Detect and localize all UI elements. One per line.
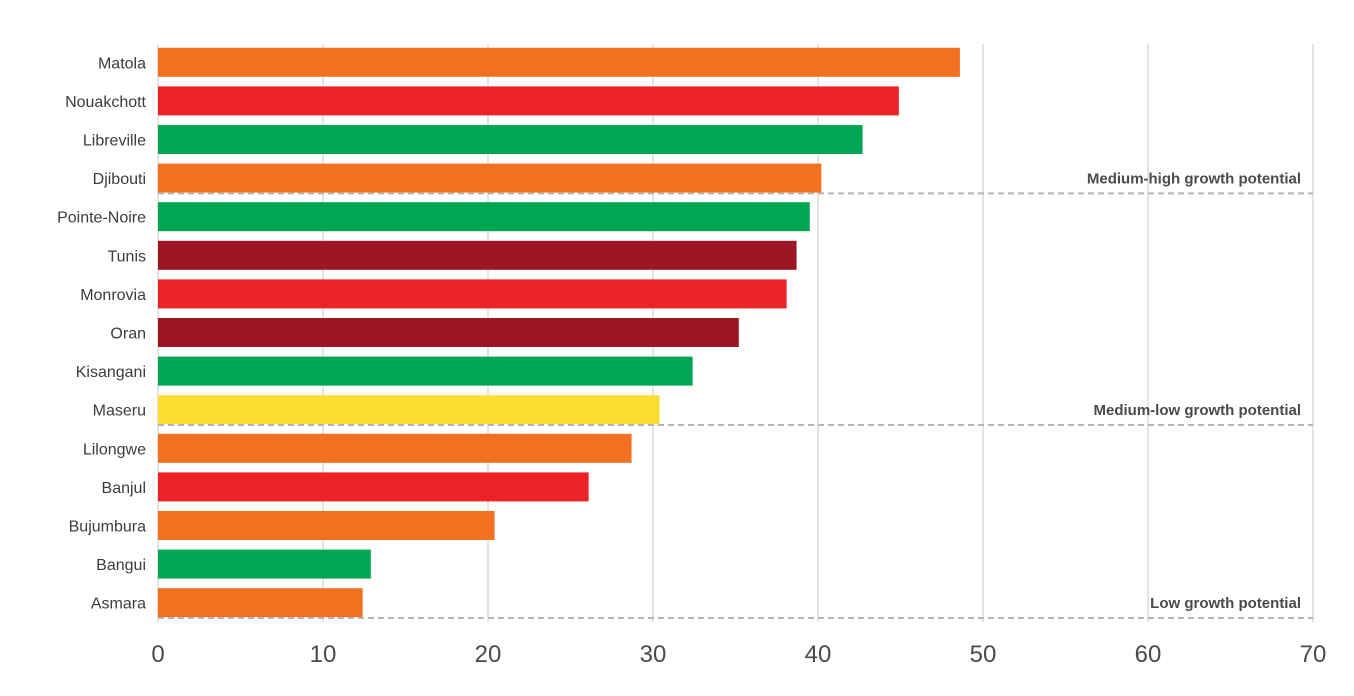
bars-layer [158, 47, 960, 618]
category-label-bujumbura: Bujumbura [69, 519, 146, 536]
bar-pointe-noire [158, 202, 810, 232]
band-label-0: Medium-high growth potential [1087, 170, 1301, 187]
bar-bujumbura [158, 511, 495, 540]
category-label-djibouti: Djibouti [93, 171, 146, 188]
bar-asmara [158, 588, 363, 618]
category-label-monrovia: Monrovia [80, 287, 146, 304]
bar-kisangani [158, 356, 693, 386]
bar-nouakchott [158, 86, 899, 116]
bar-monrovia [158, 279, 787, 309]
category-label-oran: Oran [110, 326, 146, 343]
x-axis-tick-labels: 0 10 20 30 40 50 60 70 [151, 641, 1326, 668]
category-label-maseru: Maseru [93, 403, 146, 420]
band-label-1: Medium-low growth potential [1094, 402, 1301, 419]
category-label-libreville: Libreville [83, 133, 146, 150]
bar-maseru [158, 395, 660, 425]
category-label-lilongwe: Lilongwe [83, 441, 146, 458]
category-label-tunis: Tunis [107, 248, 146, 265]
bands-layer: Medium-high growth potential Medium-low g… [158, 170, 1313, 619]
x-tick-label-60: 60 [1135, 641, 1162, 668]
x-tick-label-40: 40 [805, 641, 832, 668]
bar-tunis [158, 240, 797, 270]
x-tick-label-70: 70 [1300, 641, 1327, 668]
x-tick-label-30: 30 [640, 641, 667, 668]
bar-banjul [158, 472, 589, 502]
x-tick-label-10: 10 [310, 641, 337, 668]
category-label-asmara: Asmara [91, 596, 146, 613]
bar-bangui [158, 549, 371, 579]
x-tick-label-20: 20 [475, 641, 502, 668]
bar-lilongwe [158, 433, 632, 463]
bar-matola [158, 47, 960, 77]
category-label-banjul: Banjul [102, 480, 146, 497]
band-label-2: Low growth potential [1150, 595, 1301, 612]
category-label-nouakchott: Nouakchott [65, 94, 146, 111]
x-tick-label-50: 50 [970, 641, 997, 668]
category-label-matola: Matola [98, 55, 146, 72]
bar-djibouti [158, 163, 822, 193]
bar-oran [158, 318, 739, 347]
category-label-bangui: Bangui [96, 557, 146, 574]
x-tick-label-0: 0 [151, 641, 164, 668]
category-label-pointe-noire: Pointe-Noire [57, 210, 146, 227]
category-label-kisangani: Kisangani [76, 364, 146, 381]
bar-libreville [158, 125, 863, 154]
category-labels: Matola Nouakchott Libreville Djibouti Pointe… [57, 55, 146, 612]
